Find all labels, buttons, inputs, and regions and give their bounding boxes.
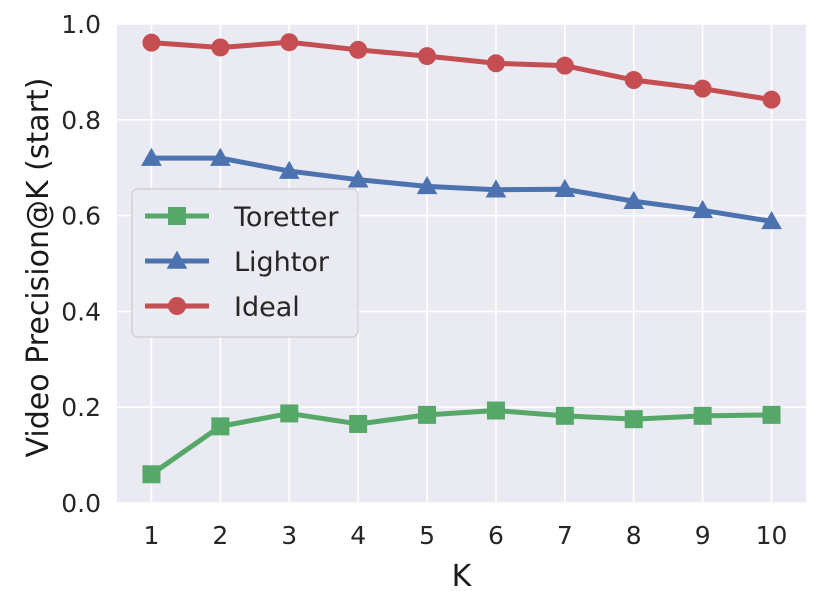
series-line xyxy=(150,408,772,477)
data-point xyxy=(416,176,438,195)
data-point xyxy=(623,190,645,209)
data-point xyxy=(347,169,369,188)
data-point xyxy=(142,33,161,52)
data-point xyxy=(693,406,712,425)
y-tick-label: 0.4 xyxy=(61,297,101,326)
y-axis-title: Video Precision@K (start) xyxy=(21,78,56,458)
x-tick-label: 7 xyxy=(557,521,573,550)
data-point xyxy=(555,406,574,425)
legend-marker xyxy=(166,250,188,269)
x-tick-label: 6 xyxy=(488,521,504,550)
legend-marker xyxy=(168,297,186,315)
data-point xyxy=(142,465,161,484)
legend-item: Ideal xyxy=(145,292,300,323)
x-axis-ticks: 1 2 3 4 5 6 7 8 9 10 xyxy=(143,521,787,550)
y-tick-label: 0.8 xyxy=(61,106,101,135)
data-point xyxy=(693,79,712,98)
y-tick-label: 0.6 xyxy=(61,202,101,231)
data-point xyxy=(210,147,231,166)
legend-item: Lightor xyxy=(145,247,330,278)
legend-box xyxy=(131,188,359,338)
data-point xyxy=(418,405,437,424)
data-point xyxy=(211,38,230,57)
legend-label: Toretter xyxy=(233,202,339,233)
data-point xyxy=(280,404,299,423)
x-tick-label: 4 xyxy=(350,521,366,550)
x-tick-label: 9 xyxy=(695,521,711,550)
y-tick-label: 0.0 xyxy=(61,489,101,518)
series-toretter xyxy=(142,401,781,484)
series-line xyxy=(151,39,772,103)
data-point xyxy=(624,71,643,90)
y-tick-label: 1.0 xyxy=(61,10,101,39)
legend-item: Toretter xyxy=(145,202,339,233)
data-point xyxy=(280,33,299,52)
legend: Toretter Lightor Ideal xyxy=(131,188,359,338)
y-tick-label: 0.2 xyxy=(61,393,101,422)
data-point xyxy=(761,210,782,230)
x-tick-label: 1 xyxy=(143,521,159,550)
x-tick-label: 5 xyxy=(419,521,435,550)
x-tick-label: 8 xyxy=(626,521,642,550)
data-point xyxy=(418,47,437,66)
y-axis-ticks: 0.0 0.2 0.4 0.6 0.8 1.0 xyxy=(61,10,101,518)
data-point xyxy=(762,405,781,424)
series-line xyxy=(151,155,772,224)
x-tick-label: 10 xyxy=(756,521,788,550)
legend-marker xyxy=(168,207,186,225)
data-point xyxy=(349,414,368,433)
data-point xyxy=(624,410,643,429)
data-point xyxy=(486,54,505,73)
grid-lines xyxy=(117,23,806,504)
data-point xyxy=(141,147,162,166)
series-ideal xyxy=(142,33,781,109)
data-point xyxy=(555,56,574,75)
data-point xyxy=(554,178,576,198)
data-point xyxy=(349,40,368,59)
data-point xyxy=(211,417,230,436)
data-point xyxy=(692,199,713,219)
legend-label: Ideal xyxy=(234,292,300,323)
data-point xyxy=(485,179,507,198)
data-point xyxy=(486,401,505,420)
data-point xyxy=(278,160,300,179)
data-point xyxy=(762,90,781,109)
x-axis-title: K xyxy=(452,559,473,594)
legend-label: Lightor xyxy=(234,247,330,278)
series-layer xyxy=(141,33,782,484)
x-tick-label: 3 xyxy=(281,521,297,550)
series-lightor xyxy=(141,147,782,230)
x-tick-label: 2 xyxy=(212,521,228,550)
